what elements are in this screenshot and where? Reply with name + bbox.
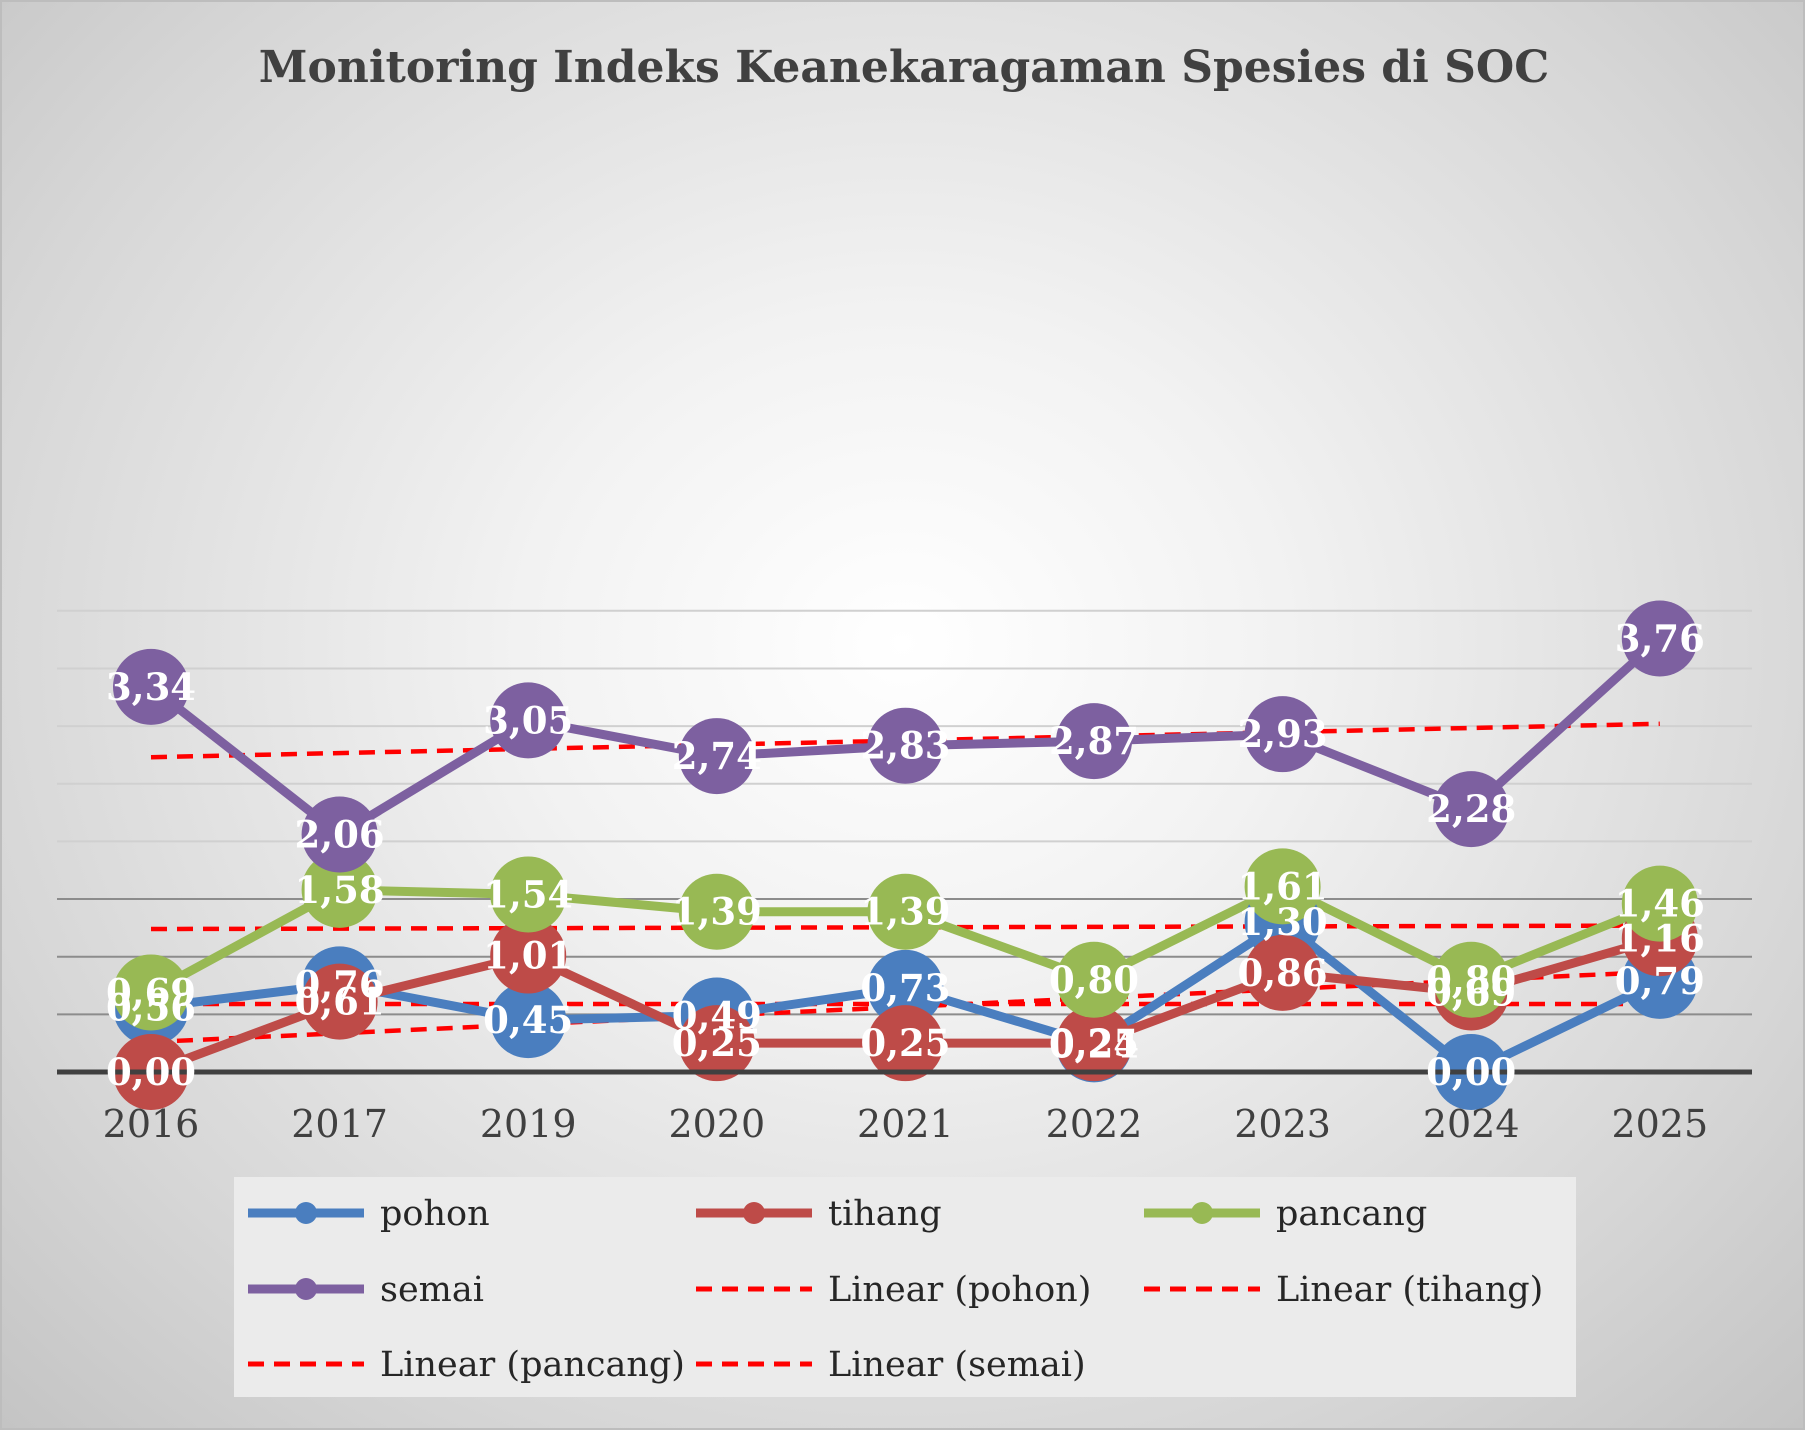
data-label: 2,87 <box>1049 719 1139 763</box>
data-point-marker <box>113 954 189 1031</box>
data-point-marker <box>301 796 378 873</box>
legend-label: semai <box>380 1270 484 1310</box>
data-label: 0,76 <box>295 962 385 1006</box>
data-label: 0,49 <box>672 994 762 1038</box>
data-label: 2,83 <box>860 724 950 768</box>
data-point-marker <box>1056 703 1132 780</box>
data-label: 0,86 <box>1238 951 1328 995</box>
x-tick-label: 2019 <box>480 1102 577 1146</box>
data-label: 0,45 <box>483 998 573 1042</box>
x-tick-label: 2017 <box>291 1102 388 1146</box>
data-point-marker <box>1244 848 1321 925</box>
legend-label: pancang <box>1276 1194 1427 1234</box>
data-label: 1,30 <box>1238 900 1328 944</box>
data-label: 1,61 <box>1238 864 1328 908</box>
data-label: 0,24 <box>1049 1022 1139 1066</box>
legend-marker-icon <box>1191 1202 1213 1224</box>
data-label: 3,34 <box>106 665 196 709</box>
data-point-marker <box>678 718 755 795</box>
data-label: 0,73 <box>860 966 950 1010</box>
data-label: 2,74 <box>672 734 762 778</box>
x-tick-label: 2023 <box>1234 1102 1331 1146</box>
data-label: 1,16 <box>1615 916 1705 960</box>
data-label: 0,69 <box>106 970 196 1014</box>
data-point-marker <box>867 707 944 784</box>
legend-label: Linear (semai) <box>828 1345 1086 1385</box>
data-point-marker <box>113 648 189 725</box>
data-label: 1,39 <box>860 890 950 934</box>
data-point-marker <box>490 982 567 1059</box>
legend-marker-icon <box>743 1202 765 1224</box>
data-labels: 0,56 0,76 0,45 0,49 0,73 0,24 1,30 0,00 0,79 0,00… <box>106 616 1705 1094</box>
data-label: 1,58 <box>295 868 385 912</box>
data-point-marker <box>301 963 378 1040</box>
data-label: 1,01 <box>483 934 573 978</box>
data-label: 1,39 <box>672 890 762 934</box>
data-label: 0,79 <box>1615 959 1705 1003</box>
legend-label: tihang <box>828 1194 942 1234</box>
data-point-marker <box>1244 934 1321 1011</box>
legend-marker-icon <box>295 1202 317 1224</box>
legend-label: Linear (pancang) <box>380 1345 685 1385</box>
data-label: 0,80 <box>1426 958 1516 1002</box>
legend-label: pohon <box>380 1194 490 1234</box>
x-axis: 2016 2017 2019 2020 2021 2022 2023 2024 2025 <box>57 1069 1752 1146</box>
data-label: 3,76 <box>1615 616 1705 660</box>
data-point-marker <box>1056 1005 1132 1082</box>
legend-label: Linear (pohon) <box>828 1270 1091 1310</box>
data-label: 0,61 <box>295 980 385 1024</box>
data-label: 1,54 <box>483 872 573 916</box>
data-label: 0,00 <box>106 1050 196 1094</box>
data-point-marker <box>1244 696 1321 773</box>
data-label: 0,56 <box>106 985 196 1029</box>
data-label: 0,25 <box>860 1021 950 1065</box>
data-label: 0,69 <box>1426 970 1516 1014</box>
data-label: 2,28 <box>1426 787 1516 831</box>
data-label: 2,93 <box>1238 712 1328 756</box>
legend-marker-icon <box>295 1278 317 1300</box>
legend-box <box>234 1177 1576 1397</box>
data-label: 0,80 <box>1049 958 1139 1002</box>
data-point-marker <box>490 856 567 933</box>
data-point-marker <box>867 949 944 1026</box>
data-point-marker <box>490 917 567 994</box>
data-point-marker <box>867 1005 944 1082</box>
data-label: 0,25 <box>1049 1021 1139 1065</box>
x-tick-label: 2022 <box>1046 1102 1143 1146</box>
data-point-marker <box>490 682 567 759</box>
data-point-marker <box>301 851 378 928</box>
data-point-marker <box>1621 865 1698 942</box>
data-point-marker <box>1056 941 1132 1018</box>
data-point-marker <box>1433 941 1510 1018</box>
data-label: 0,00 <box>1426 1050 1516 1094</box>
data-point-marker <box>1433 771 1510 848</box>
data-series <box>113 600 1698 1110</box>
data-point-marker <box>678 1005 755 1082</box>
chart-title: Monitoring Indeks Keanekaragaman Spesies… <box>259 42 1549 93</box>
x-tick-label: 2025 <box>1611 1102 1708 1146</box>
data-label: 1,46 <box>1615 882 1705 926</box>
legend: pohon tihang pancang semai Linear (pohon) Lin… <box>234 1177 1576 1397</box>
x-tick-label: 2016 <box>103 1102 200 1146</box>
x-tick-label: 2024 <box>1423 1102 1520 1146</box>
data-label: 0,25 <box>672 1021 762 1065</box>
data-label: 2,06 <box>295 812 385 856</box>
x-tick-label: 2020 <box>668 1102 765 1146</box>
data-point-marker <box>867 873 944 950</box>
data-point-marker <box>1621 600 1698 677</box>
data-label: 3,05 <box>483 698 573 742</box>
data-point-marker <box>678 873 755 950</box>
x-tick-label: 2021 <box>857 1102 954 1146</box>
legend-label: Linear (tihang) <box>1276 1270 1543 1310</box>
